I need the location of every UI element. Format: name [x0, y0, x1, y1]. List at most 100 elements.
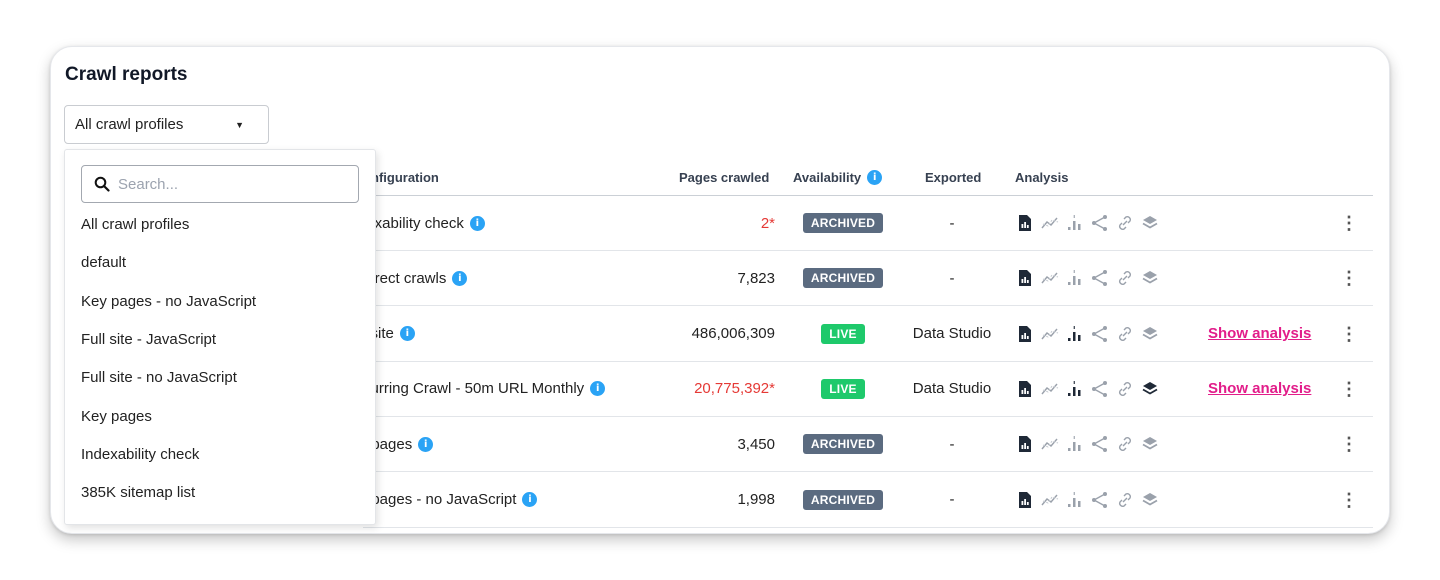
report-file-icon[interactable]	[1015, 213, 1035, 233]
table-row[interactable]: lexability check i 2* ARCHIVED - ⋮	[51, 196, 1389, 251]
exported-value: Data Studio	[912, 325, 992, 343]
search-icon	[94, 176, 110, 192]
info-icon[interactable]: i	[452, 270, 468, 286]
row-actions: ⋮	[1340, 251, 1358, 305]
info-icon[interactable]: i	[418, 436, 434, 452]
crawl-profile-select-value: All crawl profiles	[75, 116, 184, 133]
trend-chart-icon[interactable]	[1040, 379, 1060, 399]
status-badge: LIVE	[821, 378, 865, 399]
link-icon[interactable]	[1115, 213, 1135, 233]
trend-chart-icon[interactable]	[1040, 268, 1060, 288]
exported-value: Data Studio	[912, 380, 992, 398]
trend-chart-icon[interactable]	[1040, 490, 1060, 510]
table-row[interactable]: direct crawls i 7,823 ARCHIVED - ⋮	[51, 251, 1389, 307]
more-vertical-icon[interactable]: ⋮	[1340, 489, 1358, 510]
report-file-icon[interactable]	[1015, 268, 1035, 288]
table-row[interactable]: l site i 486,006,309 LIVE Data Studio Show a…	[51, 307, 1389, 362]
dropdown-option[interactable]: Indexability check	[81, 445, 200, 463]
share-icon[interactable]	[1090, 379, 1110, 399]
info-icon[interactable]: i	[590, 381, 606, 397]
search-input[interactable]	[118, 175, 338, 193]
row-divider	[363, 250, 1373, 251]
link-icon[interactable]	[1115, 434, 1135, 454]
more-vertical-icon[interactable]: ⋮	[1340, 378, 1358, 399]
link-icon[interactable]	[1115, 379, 1135, 399]
pages-crawled-value: 1,998	[737, 491, 775, 508]
col-exported[interactable]: Exported	[925, 170, 982, 185]
show-analysis-link[interactable]: Show analysis	[1208, 325, 1312, 343]
crawl-config-name[interactable]: / pages - no JavaScript i	[363, 473, 538, 527]
table-row[interactable]: / pages i 3,450 ARCHIVED - ⋮	[51, 417, 1389, 473]
layers-icon[interactable]	[1140, 213, 1160, 233]
bar-chart-icon[interactable]	[1065, 379, 1085, 399]
bar-chart-icon[interactable]	[1065, 434, 1085, 454]
share-icon[interactable]	[1090, 268, 1110, 288]
dropdown-option[interactable]: default	[81, 254, 127, 272]
dropdown-option[interactable]: 385K sitemap list	[81, 484, 196, 502]
share-icon[interactable]	[1090, 490, 1110, 510]
crawl-config-name[interactable]: direct crawls i	[363, 251, 468, 305]
share-icon[interactable]	[1090, 434, 1110, 454]
dropdown-option[interactable]: Key pages - no JavaScript	[81, 292, 257, 310]
report-file-icon[interactable]	[1015, 379, 1035, 399]
col-configuration[interactable]: nfiguration	[371, 170, 439, 185]
dropdown-search[interactable]	[81, 165, 359, 203]
info-icon[interactable]: i	[867, 170, 883, 185]
link-icon[interactable]	[1115, 268, 1135, 288]
more-vertical-icon[interactable]: ⋮	[1340, 213, 1358, 233]
row-actions: ⋮	[1340, 196, 1358, 250]
more-vertical-icon[interactable]: ⋮	[1340, 434, 1358, 455]
show-analysis-link[interactable]: Show analysis	[1208, 380, 1312, 398]
link-icon[interactable]	[1115, 490, 1135, 510]
report-file-icon[interactable]	[1015, 490, 1035, 510]
pages-crawled-value: 486,006,309	[691, 325, 775, 343]
row-divider	[363, 526, 1373, 528]
crawl-config-name-text: lexability check	[363, 214, 464, 232]
more-vertical-icon[interactable]: ⋮	[1340, 268, 1358, 289]
more-vertical-icon[interactable]: ⋮	[1340, 323, 1358, 344]
crawl-config-name[interactable]: lexability check i	[363, 196, 485, 250]
trend-chart-icon[interactable]	[1040, 213, 1060, 233]
analysis-icons	[1015, 251, 1185, 305]
dropdown-option[interactable]: Full site - no JavaScript	[81, 369, 237, 387]
table-row[interactable]: / pages - no JavaScript i 1,998 ARCHIVED - ⋮	[51, 473, 1389, 528]
col-pages-crawled[interactable]: Pages crawled	[679, 170, 770, 185]
crawl-config-name[interactable]: curring Crawl - 50m URL Monthly i	[363, 362, 606, 416]
row-actions: ⋮	[1340, 473, 1358, 527]
row-actions: ⋮	[1340, 362, 1358, 416]
layers-icon[interactable]	[1140, 324, 1160, 344]
table-row[interactable]: curring Crawl - 50m URL Monthly i 20,775,3…	[51, 362, 1389, 417]
dropdown-option[interactable]: Key pages	[81, 407, 152, 425]
dropdown-option[interactable]: Full site - JavaScript	[81, 330, 217, 348]
analysis-icons	[1015, 362, 1185, 416]
pages-crawled-value: 2*	[760, 214, 775, 232]
row-actions: ⋮	[1340, 417, 1358, 471]
info-icon[interactable]: i	[469, 215, 485, 231]
share-icon[interactable]	[1090, 324, 1110, 344]
link-icon[interactable]	[1115, 324, 1135, 344]
report-file-icon[interactable]	[1015, 434, 1035, 454]
dropdown-option[interactable]: All crawl profiles	[81, 216, 190, 233]
layers-icon[interactable]	[1140, 434, 1160, 454]
trend-chart-icon[interactable]	[1040, 324, 1060, 344]
availability-cell: LIVE	[793, 307, 893, 361]
analysis-icons	[1015, 473, 1185, 527]
crawl-profile-select[interactable]: All crawl profiles ▼	[64, 105, 269, 144]
bar-chart-icon[interactable]	[1065, 490, 1085, 510]
share-icon[interactable]	[1090, 213, 1110, 233]
col-availability[interactable]: Availability i	[793, 170, 883, 185]
analysis-icons	[1015, 196, 1185, 250]
bar-chart-icon[interactable]	[1065, 268, 1085, 288]
trend-chart-icon[interactable]	[1040, 434, 1060, 454]
col-availability-label: Availability	[793, 170, 862, 185]
layers-icon[interactable]	[1140, 268, 1160, 288]
bar-chart-icon[interactable]	[1065, 324, 1085, 344]
report-file-icon[interactable]	[1015, 324, 1035, 344]
row-divider	[363, 415, 1373, 417]
bar-chart-icon[interactable]	[1065, 213, 1085, 233]
layers-icon[interactable]	[1140, 379, 1160, 399]
info-icon[interactable]: i	[522, 492, 538, 507]
availability-cell: ARCHIVED	[793, 196, 893, 250]
layers-icon[interactable]	[1140, 490, 1160, 510]
info-icon[interactable]: i	[399, 326, 415, 342]
